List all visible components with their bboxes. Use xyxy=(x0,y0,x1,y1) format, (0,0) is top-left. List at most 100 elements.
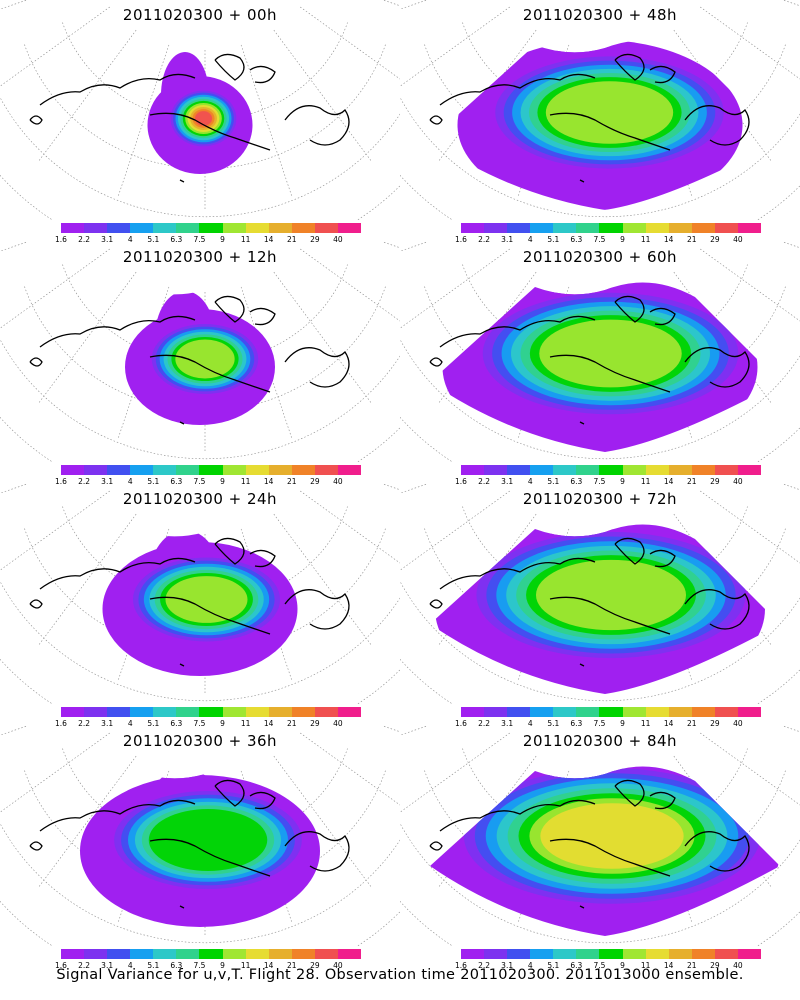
colorbar-swatch xyxy=(645,465,669,475)
colorbar-swatch xyxy=(337,707,362,717)
variance-field xyxy=(435,524,765,694)
colorbar-swatch xyxy=(737,949,762,959)
colorbar-tick-label: 3.1 xyxy=(101,235,114,244)
colorbar-swatch xyxy=(84,949,108,959)
colorbar-swatch xyxy=(61,465,85,475)
colorbar-swatch xyxy=(107,465,131,475)
colorbar-tick-label: 6.3 xyxy=(170,477,183,486)
colorbar-tick-label: 14 xyxy=(263,719,274,728)
colorbar-swatch xyxy=(199,223,223,233)
colorbar-tick-label: 3.1 xyxy=(101,961,114,970)
colorbar-tick-label: 9 xyxy=(620,961,625,970)
colorbar-tick-label: 3.1 xyxy=(501,961,514,970)
colorbar-labels: 1.6 2.2 3.1 4 5.1 6.3 7.5 9 11 14 21 29 40 xyxy=(55,961,361,971)
colorbar-tick-label: 11 xyxy=(240,477,251,486)
colorbar-swatch xyxy=(599,949,623,959)
colorbar-swatch xyxy=(84,465,108,475)
colorbar-tick-label: 2.2 xyxy=(478,477,491,486)
polar-projection-map xyxy=(0,0,400,220)
colorbar-swatch xyxy=(484,707,508,717)
colorbar-swatch xyxy=(245,223,269,233)
colorbar-tick-label: 9 xyxy=(220,961,225,970)
polar-projection-map xyxy=(400,484,800,704)
colorbar-swatch xyxy=(484,223,508,233)
colorbar-tick-label: 4 xyxy=(527,719,533,728)
colorbar-tick-label: 14 xyxy=(263,961,274,970)
colorbar-swatch xyxy=(530,465,554,475)
colorbar-swatch xyxy=(622,949,646,959)
colorbar-tick-label: 5.1 xyxy=(547,719,560,728)
colorbar-tick-label: 6.3 xyxy=(570,477,583,486)
colorbar-swatch xyxy=(153,707,177,717)
colorbar-labels: 1.6 2.2 3.1 4 5.1 6.3 7.5 9 11 14 21 29 40 xyxy=(455,719,761,729)
variance-field xyxy=(102,530,298,676)
colorbar-swatch xyxy=(461,465,485,475)
colorbar-tick-label: 9 xyxy=(620,235,625,244)
colorbar-swatch xyxy=(461,949,485,959)
colorbar-swatch xyxy=(668,223,692,233)
colorbar-tick-label: 11 xyxy=(640,719,651,728)
colorbar-tick-label: 1.6 xyxy=(455,477,467,486)
colorbar-swatch xyxy=(291,223,315,233)
colorbar-swatch xyxy=(668,949,692,959)
colorbar-swatch xyxy=(291,949,315,959)
colorbar-tick-label: 6.3 xyxy=(170,961,183,970)
map-panel-p24: 2011020300 + 24h 1.6 2.2 3.1 4 5.1 6.3 7.5 9 11 14… xyxy=(0,484,400,728)
polar-projection-map xyxy=(400,0,800,220)
colorbar-tick-label: 1.6 xyxy=(455,719,467,728)
colorbar-swatch xyxy=(176,707,200,717)
colorbar-tick-label: 7.5 xyxy=(593,235,606,244)
coastlines xyxy=(29,53,350,183)
colorbar-swatch xyxy=(622,223,646,233)
map-panel-p72: 2011020300 + 72h 1.6 2.2 3.1 4 5.1 6.3 7.5 9 11 14… xyxy=(400,484,800,728)
colorbar-swatch xyxy=(153,465,177,475)
colorbar-swatch xyxy=(291,707,315,717)
colorbar-tick-label: 9 xyxy=(620,477,625,486)
colorbar-tick-label: 6.3 xyxy=(570,719,583,728)
colorbar-labels: 1.6 2.2 3.1 4 5.1 6.3 7.5 9 11 14 21 29 40 xyxy=(455,477,761,487)
colorbar-swatch xyxy=(714,465,738,475)
colorbar-swatch xyxy=(530,707,554,717)
colorbar xyxy=(461,465,762,475)
colorbar-tick-label: 5.1 xyxy=(147,961,160,970)
colorbar-tick-label: 7.5 xyxy=(593,719,606,728)
colorbar-swatch xyxy=(176,465,200,475)
colorbar-tick-label: 40 xyxy=(333,477,343,486)
colorbar-tick-label: 5.1 xyxy=(547,961,560,970)
graticule xyxy=(0,242,400,462)
colorbar-swatch xyxy=(622,465,646,475)
colorbar-tick-label: 14 xyxy=(263,477,274,486)
colorbar-tick-label: 5.1 xyxy=(147,477,160,486)
colorbar-swatch xyxy=(507,223,531,233)
colorbar-tick-label: 6.3 xyxy=(570,961,583,970)
colorbar-tick-label: 29 xyxy=(310,719,320,728)
colorbar-tick-label: 4 xyxy=(527,477,533,486)
colorbar-tick-label: 14 xyxy=(663,719,674,728)
colorbar-swatch xyxy=(645,223,669,233)
colorbar-tick-label: 7.5 xyxy=(193,235,206,244)
colorbar-swatch xyxy=(222,707,246,717)
colorbar-swatch xyxy=(130,223,154,233)
colorbar-swatch xyxy=(576,707,600,717)
colorbar-tick-label: 3.1 xyxy=(101,477,114,486)
coastlines xyxy=(429,295,750,425)
graticule xyxy=(0,0,400,220)
colorbar-tick-label: 2.2 xyxy=(78,719,91,728)
colorbar xyxy=(461,223,762,233)
colorbar-swatch xyxy=(645,707,669,717)
colorbar-swatch xyxy=(691,223,715,233)
colorbar-swatch xyxy=(645,949,669,959)
colorbar-tick-label: 9 xyxy=(620,719,625,728)
colorbar-swatch xyxy=(268,707,292,717)
colorbar-swatch xyxy=(691,707,715,717)
colorbar-tick-label: 4 xyxy=(527,961,533,970)
colorbar-tick-label: 4 xyxy=(127,961,133,970)
colorbar-tick-label: 29 xyxy=(310,477,320,486)
variance-field xyxy=(80,769,320,927)
colorbar-swatch xyxy=(337,223,362,233)
colorbar-swatch xyxy=(337,465,362,475)
panel-title: 2011020300 + 00h xyxy=(122,6,278,24)
colorbar-tick-label: 11 xyxy=(240,961,251,970)
colorbar-swatch xyxy=(484,465,508,475)
colorbar-swatch xyxy=(107,223,131,233)
